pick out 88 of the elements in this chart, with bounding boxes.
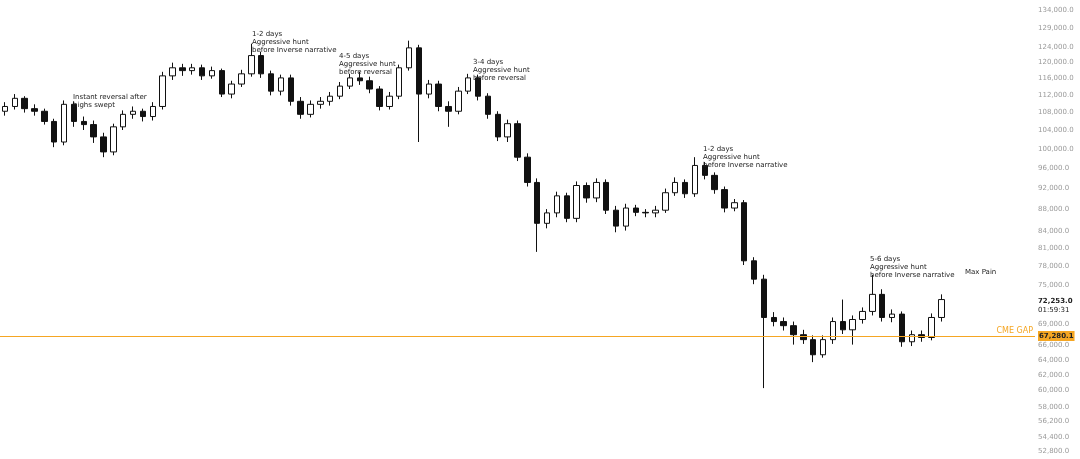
candlestick (623, 203, 629, 232)
candlestick (327, 91, 333, 107)
candlestick (642, 208, 649, 218)
candlestick (771, 311, 777, 327)
candlestick (593, 177, 600, 203)
candlestick (288, 74, 294, 107)
candlestick (534, 177, 540, 253)
candlestick (258, 51, 264, 79)
candlestick (741, 199, 747, 266)
candlestick (317, 96, 324, 110)
candlestick (711, 171, 718, 195)
candlestick (169, 62, 176, 81)
candlestick (455, 86, 462, 115)
candlestick (61, 99, 67, 146)
candlestick (524, 152, 531, 188)
candlestick (928, 312, 935, 341)
candlestick (780, 316, 787, 332)
candlestick (613, 205, 619, 233)
candlestick (31, 103, 38, 117)
candlestick (81, 116, 87, 131)
candlestick (238, 69, 245, 88)
candlestick (100, 132, 107, 158)
candlestick (633, 204, 639, 217)
candlestick (731, 198, 738, 212)
candlestick (347, 73, 353, 90)
candlestick (879, 288, 885, 323)
candlestick (603, 178, 609, 215)
candlestick (209, 66, 215, 80)
candlestick (228, 80, 235, 99)
ref-line-label: CME GAP (996, 325, 1034, 335)
candlestick (465, 73, 471, 95)
candlestick (41, 108, 48, 126)
candlestick (150, 101, 156, 122)
candlestick (859, 306, 866, 325)
candlestick (416, 44, 422, 143)
candlestick (790, 321, 797, 346)
candlestick (504, 119, 511, 143)
candlestick (573, 180, 580, 223)
candlestick (406, 40, 412, 72)
candlestick (445, 100, 452, 128)
candlestick (485, 92, 491, 120)
candlestick (583, 181, 590, 204)
candlestick (268, 70, 274, 96)
candlestick (110, 123, 117, 156)
candlestick (307, 99, 314, 118)
candlestick (662, 188, 669, 214)
candlestick (820, 334, 826, 359)
candlestick (366, 76, 373, 94)
candlestick (849, 314, 856, 346)
candlestick (544, 208, 550, 229)
candlestick (426, 79, 432, 99)
candlestick (435, 80, 442, 112)
candlestick (189, 63, 195, 76)
candlestick (810, 334, 816, 363)
candlestick (297, 96, 304, 120)
candlestick (140, 108, 146, 122)
candlestick (396, 64, 402, 100)
candlestick (495, 110, 501, 142)
candlestick (120, 109, 126, 131)
candlestick (899, 310, 905, 348)
candlestick (278, 74, 284, 96)
candlestick (159, 71, 166, 111)
candlestick (840, 299, 846, 335)
candlestick (564, 192, 570, 223)
candlestick (337, 81, 343, 100)
candlestick (386, 91, 393, 111)
candlestick (761, 274, 767, 389)
candlestick (21, 95, 28, 114)
candlestick (692, 156, 698, 198)
candlestick (90, 120, 97, 144)
candlestick (652, 205, 659, 218)
candlestick (219, 68, 225, 98)
candlestick (889, 308, 895, 323)
candlestick (751, 256, 757, 285)
candlestick (721, 186, 728, 213)
candlestick (130, 105, 136, 120)
candlestick (554, 191, 560, 218)
candlestick (376, 85, 383, 111)
candlestick (682, 178, 688, 199)
candlestick (2, 101, 8, 117)
candlestick (938, 293, 945, 323)
candlestick (179, 63, 186, 77)
candlestick (830, 316, 836, 345)
candlestick (199, 64, 205, 81)
candlestick (51, 118, 57, 148)
candlestick (12, 93, 18, 111)
candlestick (672, 176, 678, 197)
candlestick (514, 120, 521, 162)
